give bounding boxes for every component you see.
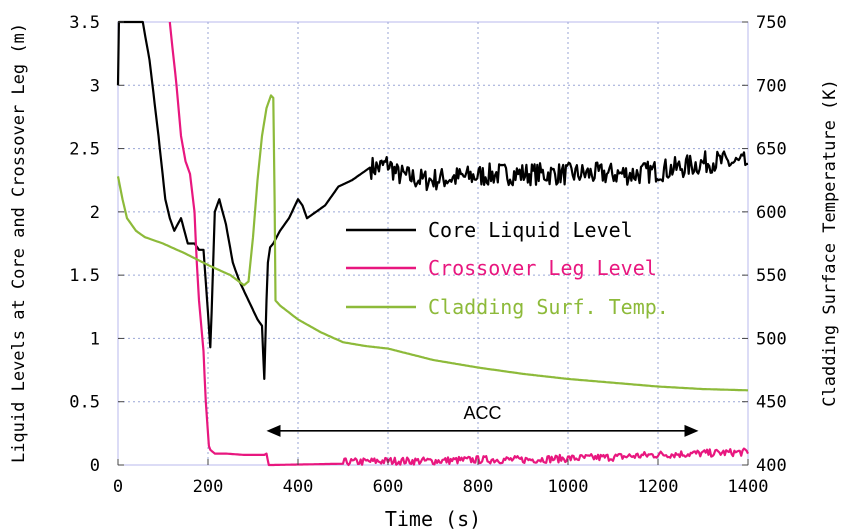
y-left-tick-label: 0.5 bbox=[69, 393, 100, 413]
y-right-tick-label: 650 bbox=[756, 140, 787, 160]
y-right-tick-label: 500 bbox=[756, 329, 787, 349]
legend-label-1: Core Liquid Level bbox=[428, 218, 633, 242]
y-right-tick-label: 550 bbox=[756, 266, 787, 286]
y-left-tick-label: 0 bbox=[90, 456, 100, 476]
plot-area bbox=[118, 22, 748, 465]
x-tick-label: 600 bbox=[373, 477, 404, 497]
y-right-tick-label: 700 bbox=[756, 76, 787, 96]
x-tick-label: 800 bbox=[463, 477, 494, 497]
x-tick-label: 1000 bbox=[548, 477, 589, 497]
y-axis-left-label: Liquid Levels at Core and Crossover Leg … bbox=[9, 23, 29, 463]
y-right-tick-label: 750 bbox=[756, 13, 787, 33]
y-right-tick-label: 450 bbox=[756, 393, 787, 413]
y-left-tick-label: 2 bbox=[90, 203, 100, 223]
y-left-tick-label: 1.5 bbox=[69, 266, 100, 286]
acc-annotation-label: ACC bbox=[463, 403, 501, 423]
y-left-tick-label: 2.5 bbox=[69, 140, 100, 160]
legend-label-3: Cladding Surf. Temp. bbox=[428, 295, 669, 319]
y-right-tick-label: 600 bbox=[756, 203, 787, 223]
legend-label-2: Crossover Leg Level bbox=[428, 256, 657, 280]
x-tick-label: 200 bbox=[193, 477, 224, 497]
y-left-tick-label: 1 bbox=[90, 329, 100, 349]
y-left-tick-label: 3 bbox=[90, 76, 100, 96]
x-tick-label: 1400 bbox=[728, 477, 769, 497]
x-tick-label: 1200 bbox=[638, 477, 679, 497]
y-axis-right-label: Cladding Surface Temperature (K) bbox=[820, 79, 840, 407]
x-tick-label: 400 bbox=[283, 477, 314, 497]
x-axis-label: Time (s) bbox=[385, 507, 481, 531]
x-tick-label: 0 bbox=[113, 477, 123, 497]
y-right-tick-label: 400 bbox=[756, 456, 787, 476]
y-left-tick-label: 3.5 bbox=[69, 13, 100, 33]
